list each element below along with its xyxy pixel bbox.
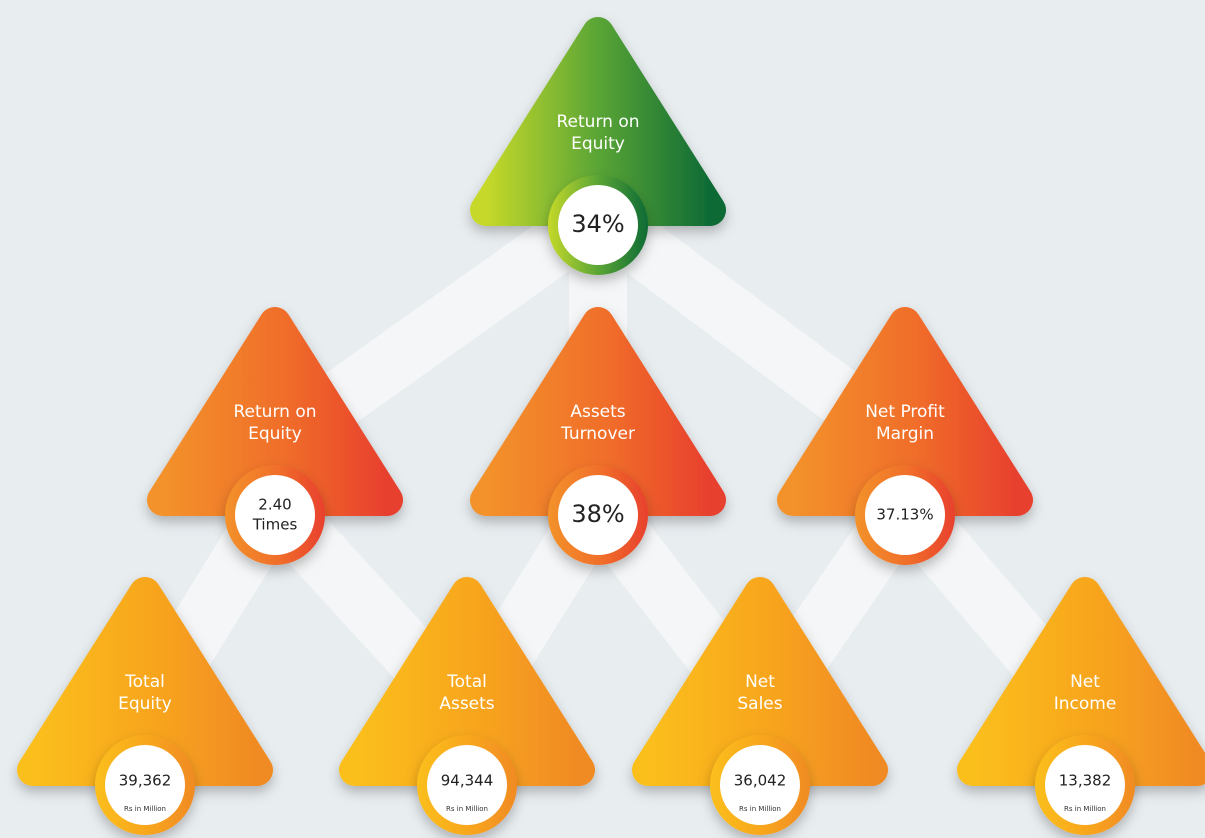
value-disc — [558, 185, 638, 265]
node-label: Assets — [439, 694, 494, 714]
node-unit: Rs in Million — [446, 805, 488, 813]
node-label: Total — [446, 672, 487, 692]
node-value: 34% — [571, 210, 624, 238]
node-label: Net — [1070, 672, 1100, 692]
node-unit: Rs in Million — [124, 805, 166, 813]
value-disc — [865, 475, 945, 555]
node-label: Net — [745, 672, 775, 692]
node-value: Times — [252, 516, 298, 534]
node-label: Turnover — [560, 424, 635, 444]
node-value: 36,042 — [734, 772, 787, 790]
node-label: Total — [124, 672, 165, 692]
node-label: Income — [1054, 694, 1117, 714]
node-label: Net Profit — [865, 402, 945, 422]
node-value: 37.13% — [876, 506, 933, 524]
value-disc — [720, 745, 800, 825]
node-label: Return on — [234, 402, 317, 422]
node-value: 2.40 — [258, 496, 291, 514]
value-disc — [105, 745, 185, 825]
node-unit: Rs in Million — [739, 805, 781, 813]
node-label: Return on — [557, 112, 640, 132]
value-disc — [235, 475, 315, 555]
node-value: 94,344 — [441, 772, 494, 790]
node-value: 39,362 — [119, 772, 172, 790]
value-disc — [427, 745, 507, 825]
node-label: Equity — [248, 424, 302, 444]
node-label: Margin — [876, 424, 934, 444]
node-label: Equity — [571, 134, 625, 154]
node-label: Equity — [118, 694, 172, 714]
node-label: Sales — [737, 694, 782, 714]
node-label: Assets — [570, 402, 625, 422]
value-disc — [558, 475, 638, 555]
node-value: 13,382 — [1059, 772, 1112, 790]
node-unit: Rs in Million — [1064, 805, 1106, 813]
value-disc — [1045, 745, 1125, 825]
node-value: 38% — [571, 500, 624, 528]
